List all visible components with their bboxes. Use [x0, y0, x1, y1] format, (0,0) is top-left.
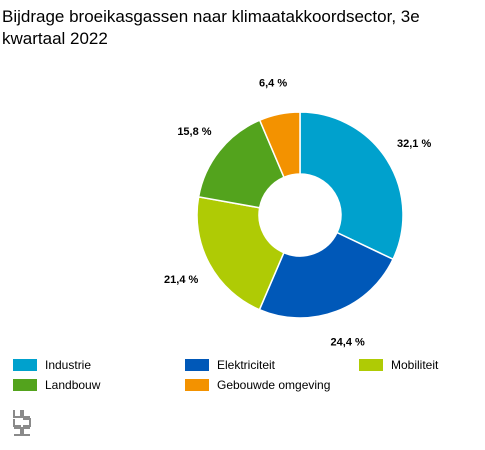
data-label-gebouwde-omgeving: 6,4 %	[259, 78, 287, 90]
data-label-landbouw: 15,8 %	[177, 126, 211, 138]
chart-title: Bijdrage broeikasgassen naar klimaatakko…	[2, 7, 420, 48]
cbs-logo	[13, 410, 31, 436]
slice-elektriciteit	[258, 231, 395, 319]
data-label-mobiliteit: 21,4 %	[164, 274, 198, 286]
slice-industrie	[299, 111, 404, 261]
slice-landbouw	[197, 119, 285, 209]
data-label-elektriciteit: 24,4 %	[331, 336, 365, 348]
slice-gebouwde-omgeving	[258, 111, 301, 179]
data-label-industrie: 32,1 %	[397, 138, 431, 150]
slice-mobiliteit	[196, 195, 285, 311]
